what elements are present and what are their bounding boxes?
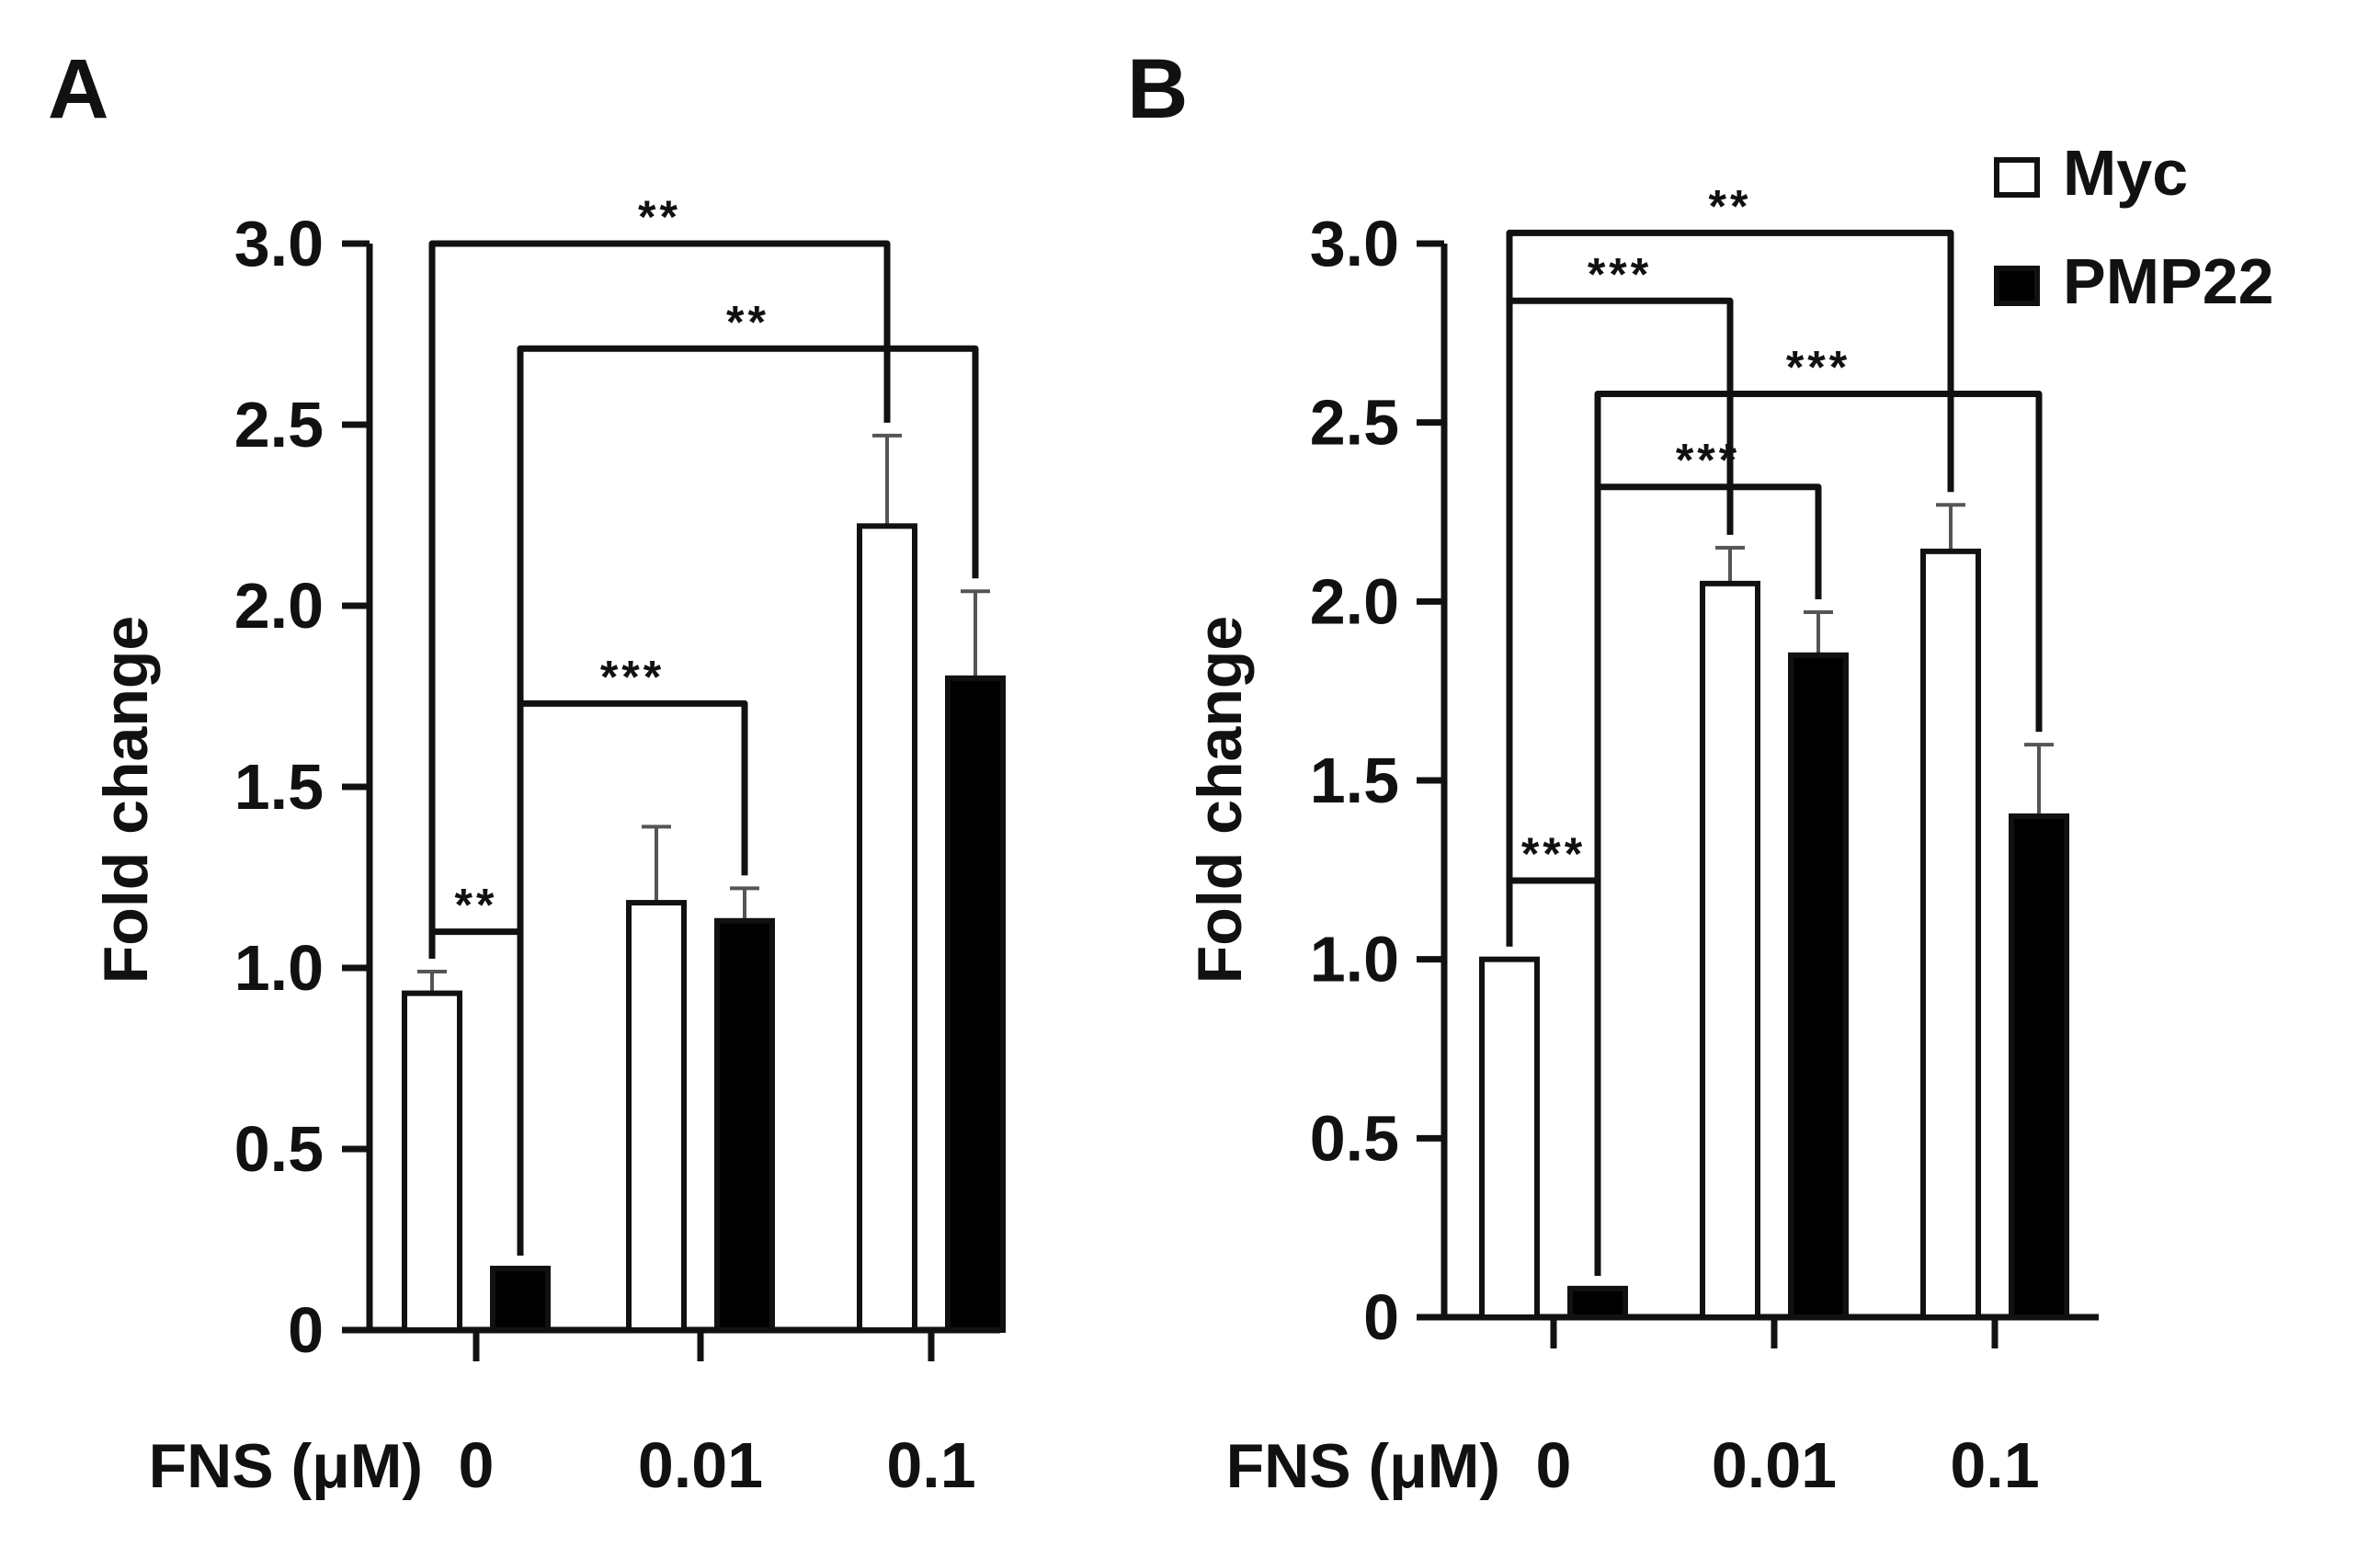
bar-pmp22-0.01 bbox=[1788, 652, 1849, 1320]
y-tick-label: 2.5 bbox=[1310, 387, 1399, 459]
bar-pmp22-0.1 bbox=[2009, 813, 2069, 1320]
x-tick-label: 0.01 bbox=[638, 1429, 763, 1501]
bar-myc-0.01 bbox=[626, 900, 687, 1334]
bar-myc-0 bbox=[1479, 956, 1540, 1320]
x-tick-label: 0.1 bbox=[886, 1429, 975, 1501]
y-tick-label: 1.5 bbox=[234, 751, 324, 823]
significance-bracket bbox=[517, 345, 979, 1257]
x-tick-label: 0 bbox=[1536, 1429, 1572, 1501]
y-tick-label: 0.5 bbox=[234, 1113, 324, 1185]
y-tick-label: 2.0 bbox=[234, 570, 324, 642]
bar-myc-0.1 bbox=[1920, 548, 1981, 1320]
y-axis-title: Fold change bbox=[1185, 616, 1255, 984]
significance-label: ** bbox=[638, 191, 681, 243]
x-axis-title: FNS (μM) bbox=[1226, 1431, 1500, 1501]
legend-label-myc: Myc bbox=[2063, 137, 2188, 209]
bar-pmp22-0 bbox=[1567, 1285, 1628, 1321]
significance-label: ** bbox=[1709, 180, 1752, 232]
bar-myc-0.1 bbox=[857, 523, 917, 1333]
significance-label: *** bbox=[1588, 248, 1652, 300]
bar-pmp22-0.01 bbox=[714, 917, 775, 1334]
bar-myc-0.01 bbox=[1700, 580, 1760, 1320]
significance-label: ** bbox=[455, 880, 498, 931]
y-tick-label: 1.0 bbox=[234, 932, 324, 1004]
panel-label: A bbox=[48, 42, 108, 136]
bar-pmp22-0.1 bbox=[945, 675, 1006, 1333]
panel-label: B bbox=[1127, 42, 1188, 136]
significance-label: *** bbox=[1521, 828, 1586, 880]
y-tick-label: 0.5 bbox=[1310, 1102, 1399, 1174]
y-axis-title: Fold change bbox=[91, 616, 161, 984]
legend-swatch-myc bbox=[1994, 157, 2040, 198]
y-tick-label: 0 bbox=[1363, 1281, 1399, 1353]
significance-label: *** bbox=[600, 651, 665, 702]
panel-b: B 0 0.5 1.0 1.5 2.0 2.5 3.0 0 0.01 0.1 FNS (μM) Fold… bbox=[1127, 42, 2274, 1501]
x-axis-title: FNS (μM) bbox=[149, 1431, 423, 1501]
x-tick-label: 0.01 bbox=[1712, 1429, 1837, 1501]
bar-myc-0 bbox=[402, 990, 462, 1333]
y-tick-label: 3.0 bbox=[1310, 208, 1399, 279]
significance-label: *** bbox=[1676, 435, 1740, 486]
y-tick-label: 3.0 bbox=[234, 208, 324, 279]
significance-label: ** bbox=[726, 296, 769, 347]
significance-bracket bbox=[1506, 229, 1954, 947]
x-tick-label: 0.1 bbox=[1950, 1429, 2039, 1501]
y-tick-label: 1.5 bbox=[1310, 745, 1399, 816]
x-tick-label: 0 bbox=[459, 1429, 495, 1501]
significance-bracket bbox=[1594, 391, 2043, 1276]
y-tick-label: 1.0 bbox=[1310, 924, 1399, 995]
significance-label: *** bbox=[1786, 342, 1850, 393]
y-tick-label: 2.5 bbox=[234, 389, 324, 461]
panel-a: A 0 0.5 1.0 1.5 2.0 2.5 3.0 0 0.01 0.1 FNS (μM) Fold… bbox=[48, 42, 1006, 1501]
y-tick-label: 2.0 bbox=[1310, 565, 1399, 637]
y-tick-label: 0 bbox=[288, 1294, 324, 1366]
legend-swatch-pmp22 bbox=[1994, 266, 2040, 306]
bar-pmp22-0 bbox=[490, 1266, 551, 1334]
legend-label-pmp22: PMP22 bbox=[2063, 245, 2274, 317]
significance-bracket bbox=[428, 240, 891, 959]
